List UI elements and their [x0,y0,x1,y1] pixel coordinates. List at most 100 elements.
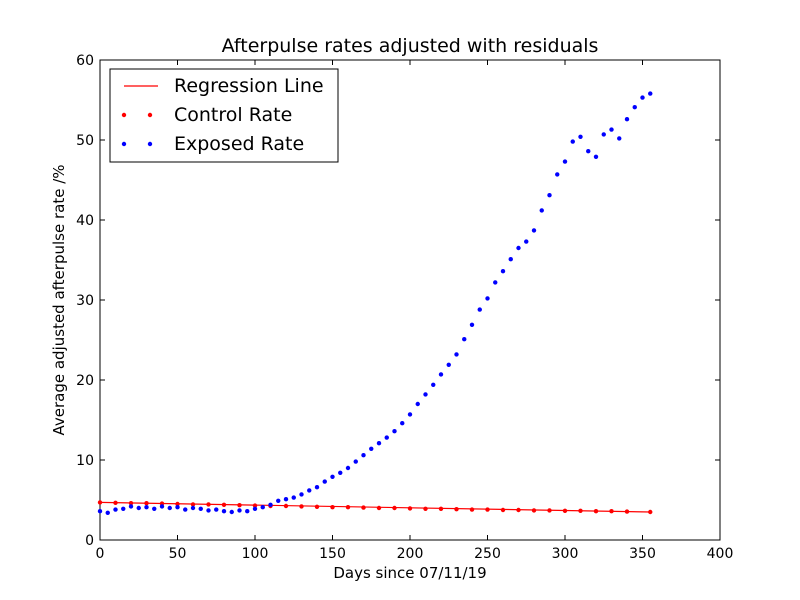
exposed-rate-point [392,429,397,434]
exposed-rate-point [454,352,459,357]
control-rate-point [438,506,444,511]
exposed-rate-point [322,479,327,484]
y-tick-label: 10 [76,453,94,469]
exposed-rate-point [601,132,606,137]
legend-frame [109,68,339,163]
exposed-rate-point [446,362,451,367]
exposed-rate-point [462,337,467,342]
control-rate-point [252,503,258,508]
exposed-rate-point [105,510,110,515]
x-tick-label: 150 [319,546,346,562]
exposed-rate-point [361,453,366,458]
control-rate-point [128,501,134,506]
exposed-rate-point [353,459,358,464]
x-tick-label: 250 [474,546,501,562]
exposed-rate-point [648,91,653,96]
exposed-rate-point [245,509,250,514]
exposed-rate-point [183,507,188,512]
legend-exposed-marker-2 [147,141,153,147]
exposed-rate-point [252,506,258,511]
exposed-rate-point [299,492,304,497]
exposed-rate-point [415,401,420,407]
control-rate-point [454,507,459,512]
exposed-rate-point [260,505,265,510]
exposed-rate-point [314,485,320,490]
exposed-rate-point [431,382,436,387]
y-tick-label: 40 [76,213,94,229]
chart-title: Afterpulse rates adjusted with residuals [222,35,599,57]
exposed-rate-point [423,392,428,397]
exposed-rate-point [121,506,126,511]
legend-regression-label: Regression Line [174,75,324,97]
exposed-rate-point [214,507,219,512]
control-rate-point [578,508,583,513]
exposed-rate-point [198,506,203,511]
legend-control-marker-1 [121,112,127,118]
exposed-rate-point [345,465,351,471]
x-tick-label: 0 [96,546,105,562]
legend-exposed-label: Exposed Rate [174,133,304,155]
y-axis-label: Average adjusted afterpulse rate /% [50,164,68,435]
y-tick-label: 0 [85,533,94,549]
exposed-rate-point [586,149,591,154]
control-rate-point [469,507,475,512]
control-rate-point [624,509,630,514]
x-tick-label: 100 [242,546,269,562]
exposed-rate-point [539,208,544,213]
control-rate-point [376,505,382,511]
y-ticks: 0 10 20 30 40 50 60 [76,53,720,549]
exposed-rate-point [190,505,196,511]
exposed-rate-point [369,446,374,451]
control-rate-point [314,504,320,509]
exposed-rate-point [291,495,296,500]
x-ticks: 0 50 100 150 200 250 300 350 400 [96,60,734,562]
exposed-rate-point [617,136,622,141]
exposed-rate-point [307,488,312,493]
plot-area: 0 50 100 150 200 250 300 350 400 0 10 20 30 40 50 60 [76,53,733,562]
exposed-rate-point [493,280,498,285]
exposed-rate-point [485,296,490,301]
control-rate-point [345,505,351,510]
y-tick-label: 50 [76,133,94,149]
exposed-rate-point [144,505,149,510]
control-rate-point [562,508,568,513]
exposed-rate-point [593,154,599,159]
control-rate-point [423,506,428,511]
exposed-rate-point [229,509,234,515]
exposed-rate-point [136,505,141,511]
control-rate-point [361,505,366,510]
control-rate-point [516,507,521,513]
exposed-rate-point [237,508,242,513]
exposed-rate-point [283,497,289,502]
exposed-rate-point [438,372,444,377]
exposed-rate-point [128,504,134,509]
control-rate-point [485,507,490,512]
exposed-rate-point [152,506,157,511]
exposed-rate-point [640,95,645,100]
exposed-rate-point [384,435,389,440]
exposed-rate-point [624,117,630,122]
exposed-rate-point [555,172,560,177]
exposed-rate-point [338,470,343,475]
exposed-rate-point [407,412,413,417]
x-tick-label: 400 [707,546,734,562]
exposed-rate-point [268,502,273,507]
legend-control-marker-2 [147,112,153,118]
exposed-rate-point [578,134,583,139]
exposed-rate-point [376,441,382,446]
control-rate-point [648,509,653,515]
control-rate-point [392,505,397,511]
exposed-rate-point [531,228,537,233]
control-rate-point [299,504,304,509]
regression-line-line [99,501,651,513]
exposed-rate-point [562,159,568,164]
y-tick-label: 30 [76,293,94,309]
exposed-rate-point [477,307,482,312]
exposed-rate-point [516,245,521,251]
exposed-rate-point [524,239,529,244]
control-rate-point [609,509,614,514]
control-rate-point [531,508,537,513]
exposed-rate-point [400,421,405,426]
control-rate-point [175,501,180,507]
